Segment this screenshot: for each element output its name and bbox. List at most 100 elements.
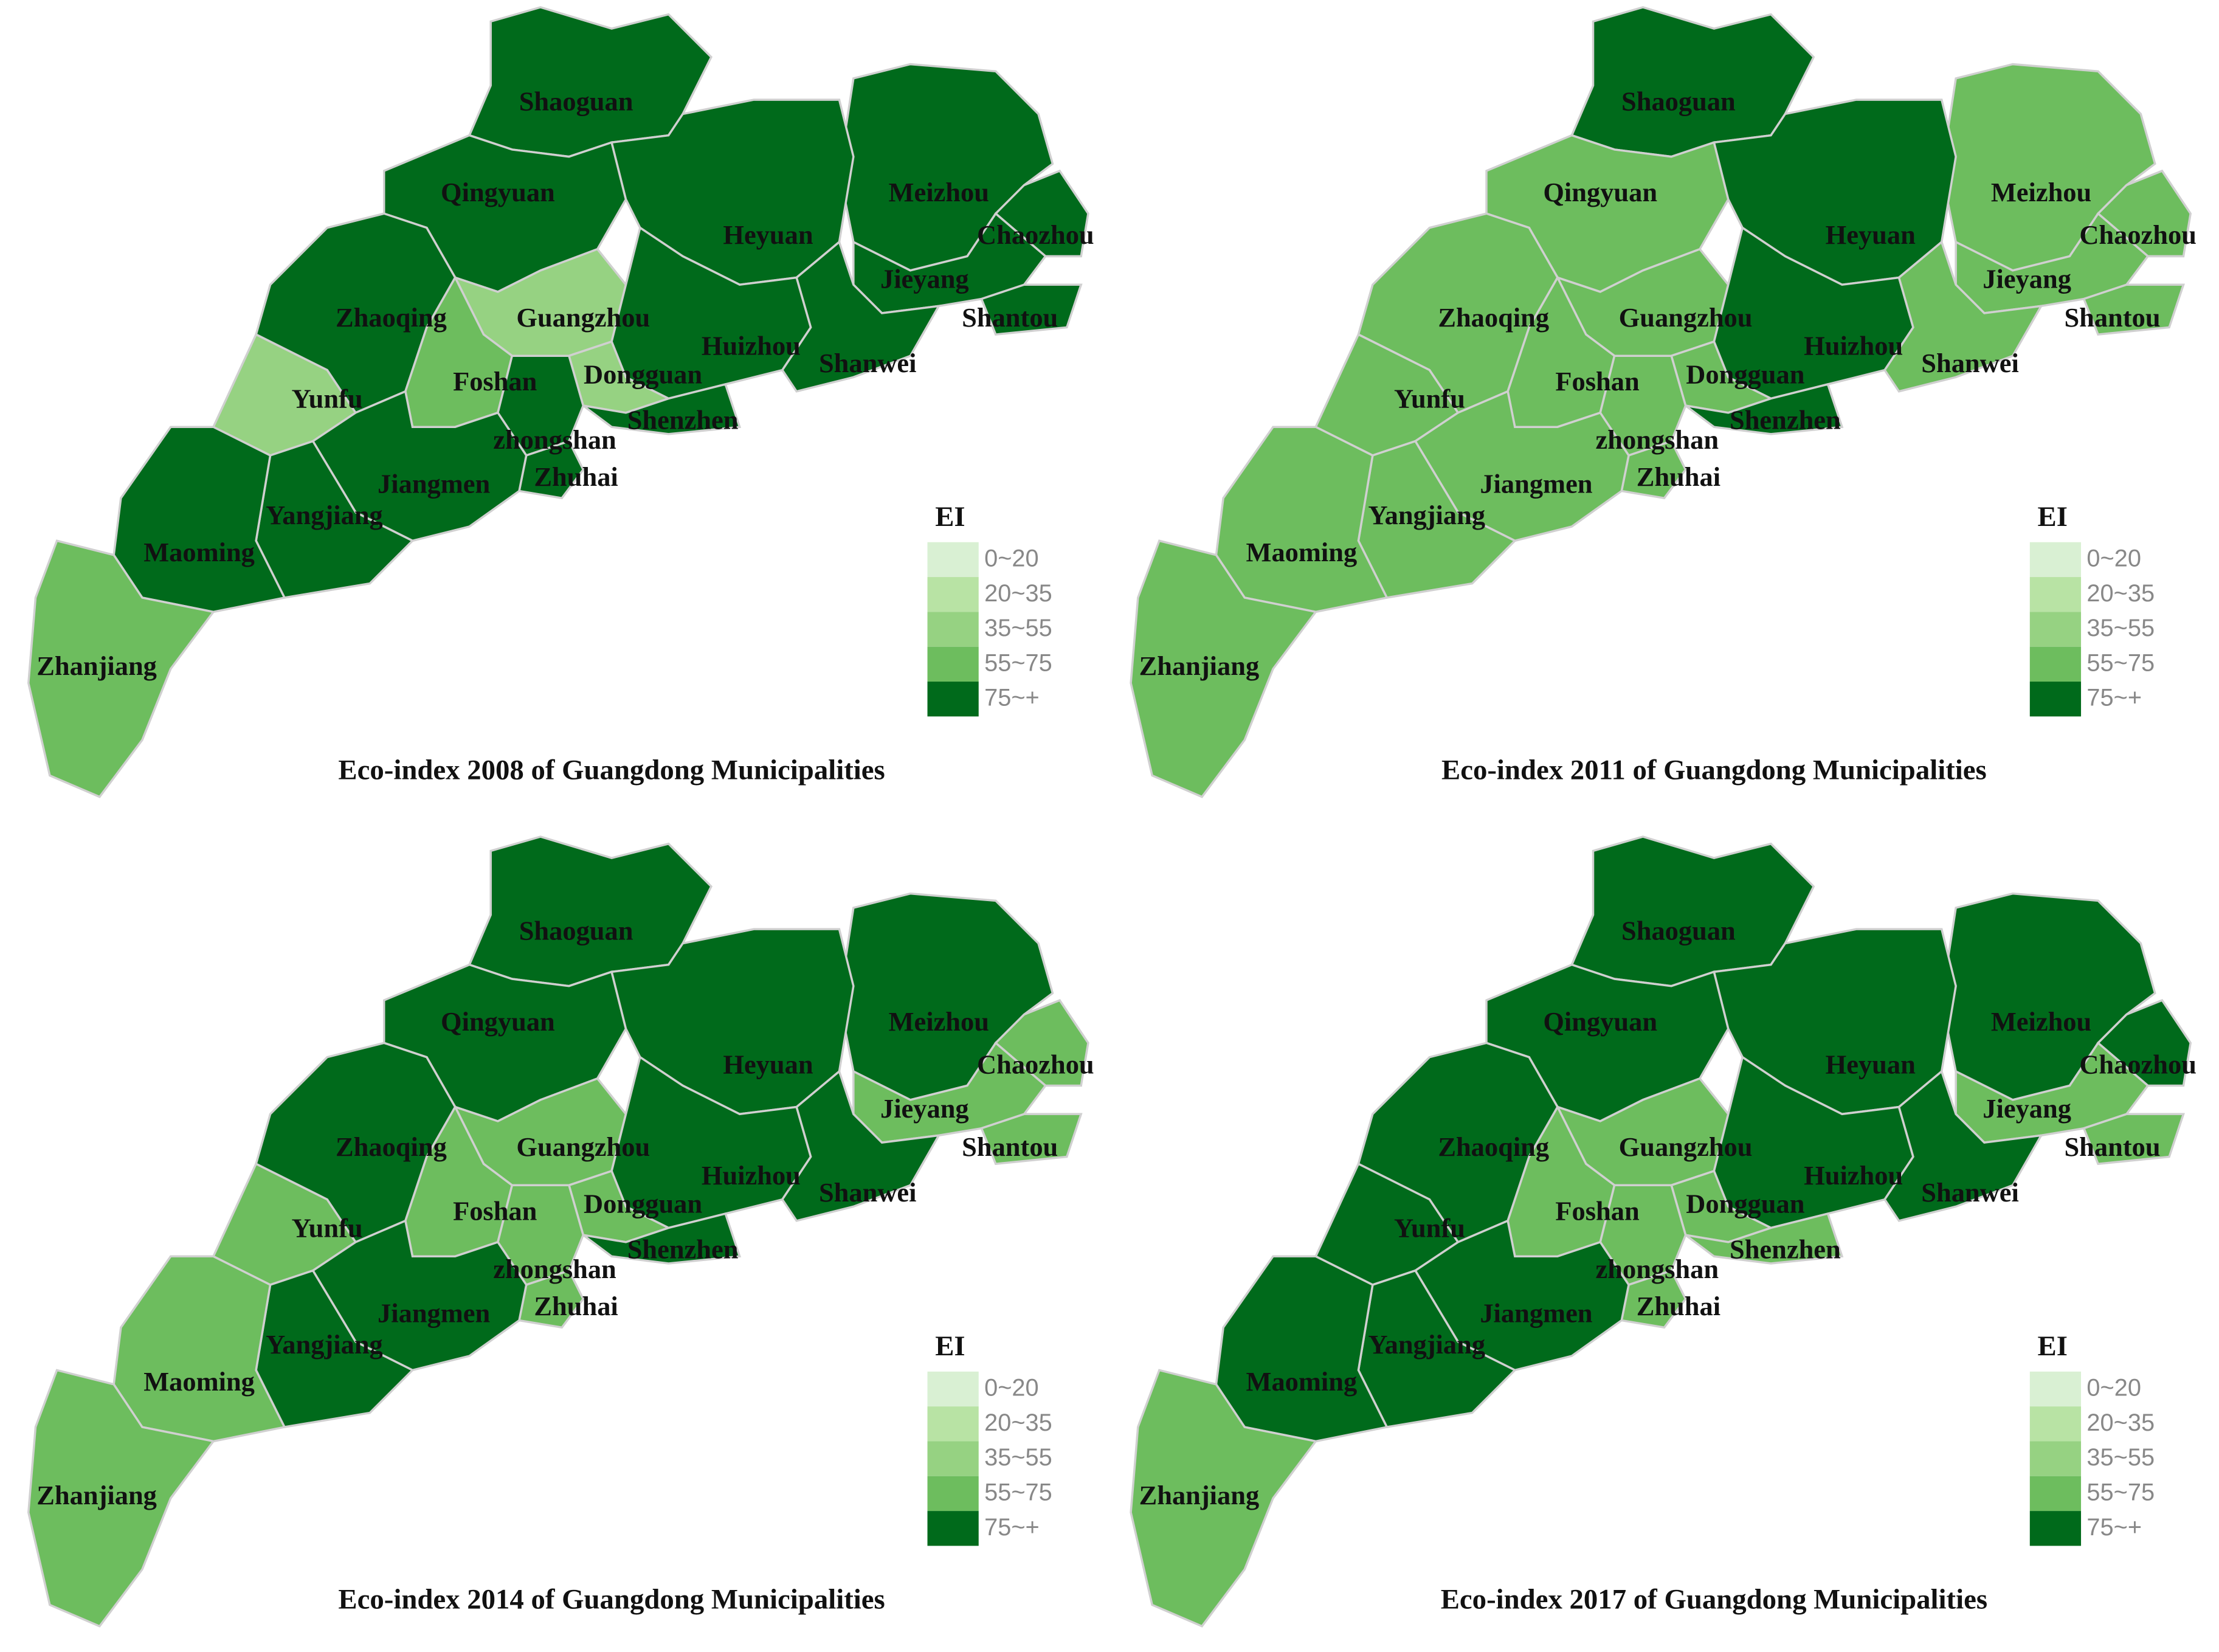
region-label: Foshan	[1555, 366, 1640, 396]
region-label: Yunfu	[1394, 383, 1465, 413]
legend-label: 35~55	[984, 1444, 1052, 1471]
region	[1130, 539, 1318, 798]
region	[1713, 226, 1914, 400]
region	[980, 283, 1083, 336]
legend-label: 0~20	[2086, 1375, 2141, 1401]
region-label: Jiangmen	[378, 1298, 490, 1329]
region-label: Maoming	[143, 537, 255, 567]
legend-swatch	[2029, 646, 2082, 682]
region	[1883, 240, 2043, 393]
region-label: Jieyang	[880, 1093, 969, 1124]
map-title: Eco-index 2017 of Guangdong Municipaliti…	[1441, 1584, 1987, 1616]
region-label: Foshan	[453, 366, 537, 396]
region-label: Jiangmen	[1480, 1298, 1592, 1329]
region	[1215, 426, 1389, 613]
legend-swatch	[927, 1371, 979, 1407]
region-label: Shaoguan	[1621, 86, 1736, 116]
region-label: Dongguan	[1686, 1189, 1804, 1219]
legend-swatch	[927, 577, 979, 612]
region-label: Meizhou	[1991, 1006, 2091, 1037]
legend-label: 55~75	[984, 649, 1052, 676]
region-label: Chaozhou	[2079, 219, 2197, 250]
region-label: Huizhou	[1804, 1160, 1903, 1191]
legend-label: 0~20	[984, 1375, 1039, 1401]
region-label: zhongshan	[493, 1254, 616, 1284]
region-label: Shaoguan	[519, 86, 633, 116]
legend-label: 20~35	[2086, 580, 2155, 607]
region-label: Heyuan	[723, 219, 813, 250]
legend-swatch	[927, 646, 979, 682]
region-label: Dongguan	[584, 359, 702, 390]
region-label: Zhaoqing	[336, 302, 447, 333]
legend-label: 75~+	[984, 1514, 1040, 1541]
region	[1685, 1212, 1844, 1265]
map-title: Eco-index 2011 of Guangdong Municipaliti…	[1441, 754, 1987, 786]
legend-swatch	[2029, 1371, 2082, 1407]
map-title: Eco-index 2008 of Guangdong Municipaliti…	[338, 754, 885, 786]
region	[2082, 283, 2185, 336]
region-label: Chaozhou	[977, 1049, 1094, 1079]
region-label: Shenzhen	[627, 1234, 739, 1264]
region-label: Shaoguan	[519, 915, 633, 945]
region-label: Shantou	[962, 302, 1058, 333]
region	[1883, 1070, 2043, 1222]
region-label: Shantou	[2064, 302, 2160, 333]
map-panel: Shaoguan Qingyuan Meizhou Chaozhou Heyuan Zha…	[1130, 6, 2197, 798]
region	[112, 1255, 286, 1443]
region-label: Huizhou	[702, 331, 801, 361]
region	[1685, 382, 1844, 435]
region-label: Shanwei	[1921, 348, 2019, 378]
legend-swatch	[2029, 612, 2082, 647]
region-label: Guangzhou	[516, 302, 650, 333]
region	[610, 1055, 812, 1229]
region	[27, 1369, 216, 1628]
region-label: Zhanjiang	[1139, 651, 1260, 681]
legend-title: EI	[935, 501, 965, 533]
region-label: Zhuhai	[534, 461, 618, 492]
legend-swatch	[2029, 682, 2082, 717]
legend-swatch	[2029, 1476, 2082, 1512]
region-label: zhongshan	[1596, 424, 1719, 455]
region-label: Dongguan	[1686, 359, 1804, 390]
region-label: Zhanjiang	[36, 1480, 157, 1510]
region-label: Shantou	[2064, 1132, 2160, 1162]
region-label: Guangzhou	[516, 1132, 650, 1162]
region-label: Shantou	[962, 1132, 1058, 1162]
legend-label: 20~35	[2086, 1409, 2155, 1436]
legend-title: EI	[2038, 501, 2068, 533]
region	[781, 240, 941, 393]
region-label: Heyuan	[723, 1049, 813, 1079]
legend-swatch	[927, 542, 979, 578]
region	[582, 382, 742, 435]
region-label: Shenzhen	[1730, 1234, 1841, 1264]
legend-label: 75~+	[2086, 685, 2142, 711]
region-label: Shenzhen	[627, 404, 739, 435]
legend-swatch	[2029, 542, 2082, 578]
region-label: zhongshan	[493, 424, 616, 455]
map-title: Eco-index 2014 of Guangdong Municipaliti…	[338, 1584, 885, 1616]
legend-swatch	[927, 1511, 979, 1546]
legend-swatch	[2029, 1406, 2082, 1442]
legend-label: 55~75	[984, 1479, 1052, 1506]
region	[781, 1070, 941, 1222]
region-label: Heyuan	[1826, 219, 1916, 250]
legend-label: 0~20	[2086, 545, 2141, 572]
region-label: Yangjiang	[1368, 1329, 1485, 1360]
region-label: Qingyuan	[1543, 177, 1657, 207]
legend-swatch	[927, 1441, 979, 1476]
region-label: Maoming	[143, 1366, 255, 1397]
region-label: Zhuhai	[1637, 1291, 1720, 1321]
legend-label: 55~75	[2086, 649, 2155, 676]
legend-label: 75~+	[984, 685, 1040, 711]
legend-swatch	[927, 1406, 979, 1442]
legend-swatch	[2029, 1441, 2082, 1476]
region-label: Jiangmen	[378, 469, 490, 499]
legend-label: 75~+	[2086, 1514, 2142, 1541]
legend-label: 0~20	[984, 545, 1039, 572]
region	[2082, 1113, 2185, 1166]
region	[112, 426, 286, 613]
region	[1215, 1255, 1389, 1443]
region	[610, 226, 812, 400]
region-label: Maoming	[1246, 1366, 1358, 1397]
